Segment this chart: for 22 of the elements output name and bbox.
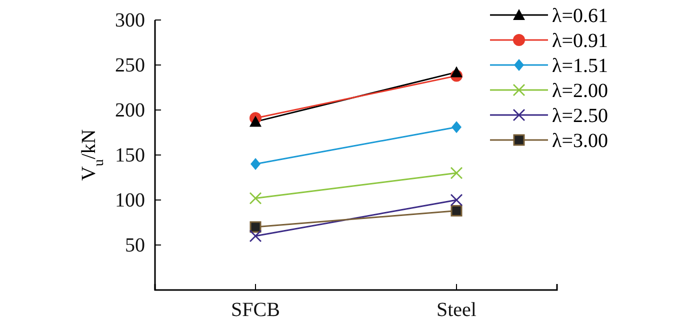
legend-label: λ=2.50 — [552, 105, 608, 127]
y-tick-label: 150 — [115, 144, 145, 166]
y-tick-label: 200 — [115, 99, 145, 122]
legend-label: λ=0.61 — [552, 5, 608, 27]
x-tick-label: SFCB — [231, 299, 280, 322]
point — [250, 192, 262, 204]
y-tick-label: 100 — [115, 189, 145, 212]
legend-label: λ=1.51 — [552, 55, 608, 77]
legend-label: λ=2.00 — [552, 80, 608, 102]
y-tick-label: 250 — [115, 54, 145, 76]
y-tick-label: 50 — [125, 234, 145, 256]
point — [450, 205, 462, 217]
point — [250, 230, 262, 242]
legend-label: λ=3.00 — [552, 130, 608, 152]
point — [250, 221, 262, 233]
legend-label: λ=0.91 — [552, 30, 608, 52]
point — [250, 158, 260, 170]
point — [450, 167, 462, 179]
x-tick-label: Steel — [436, 299, 477, 322]
y-tick-label: 300 — [115, 9, 145, 32]
point — [452, 121, 462, 134]
point — [450, 194, 462, 206]
